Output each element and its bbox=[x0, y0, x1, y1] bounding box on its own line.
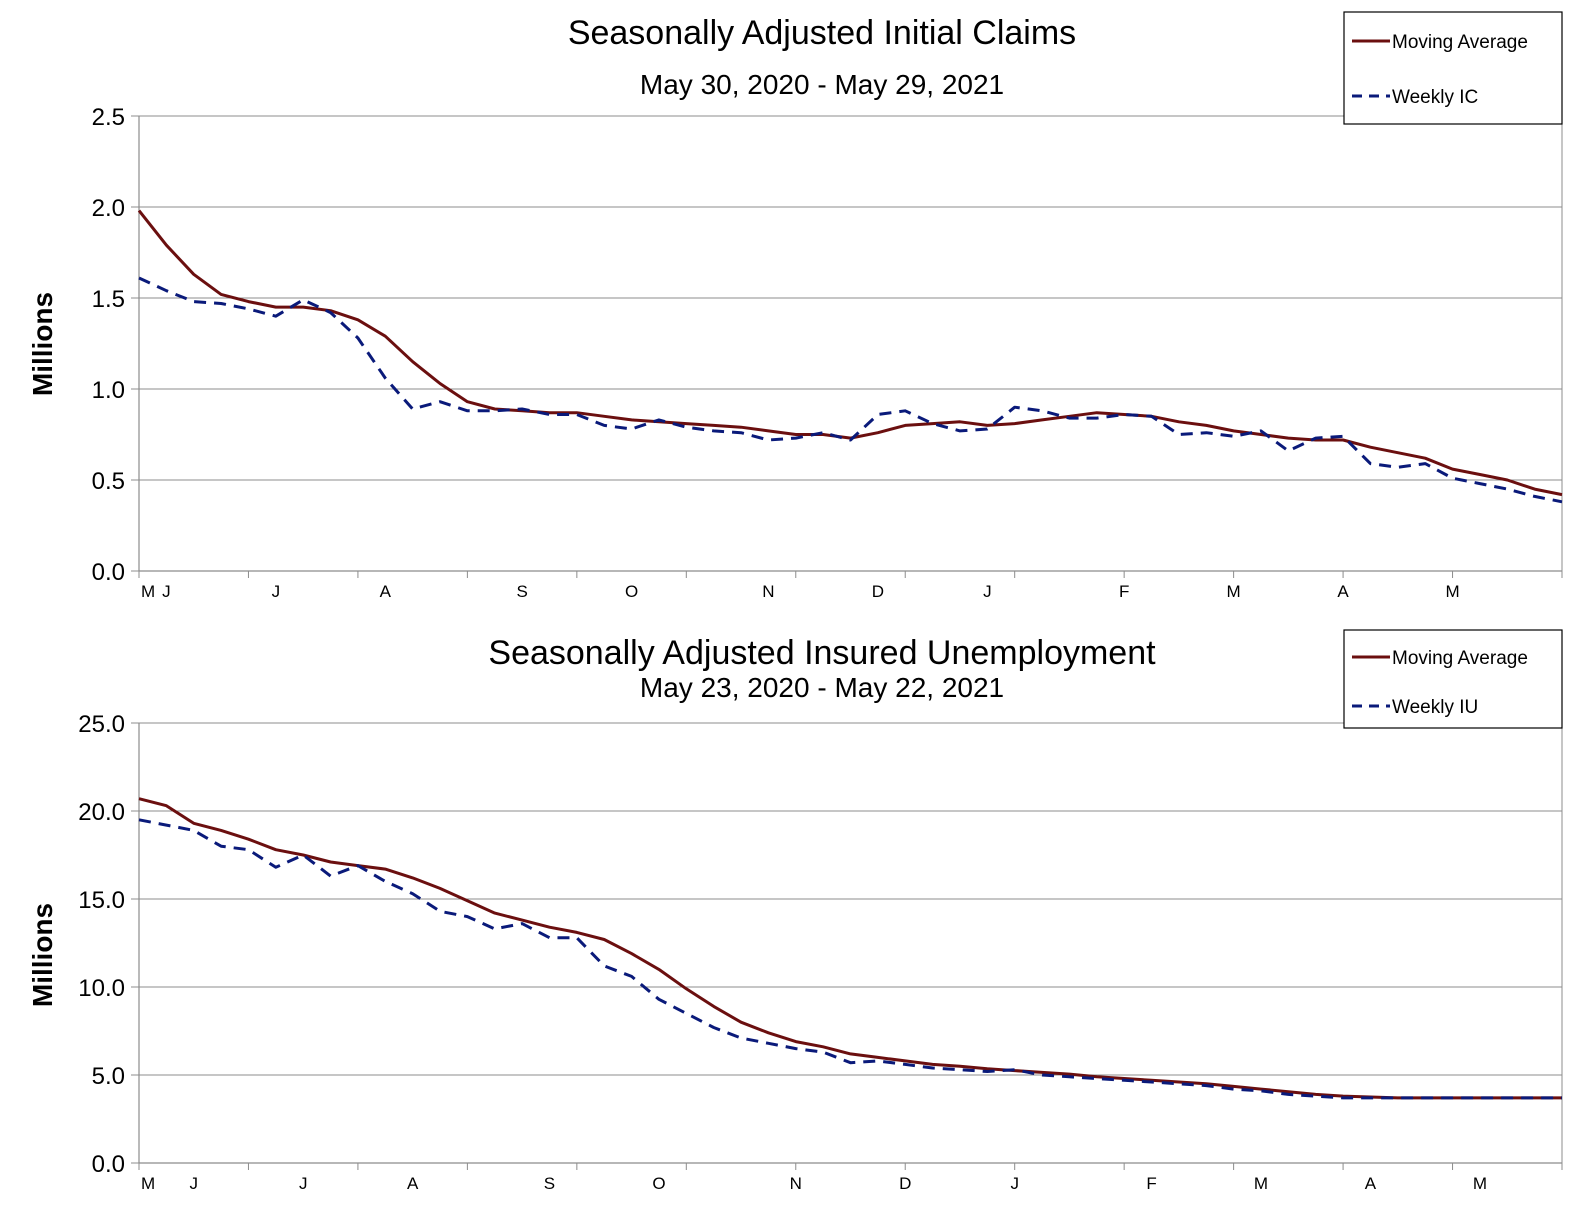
y-tick-label: 5.0 bbox=[92, 1063, 125, 1090]
series-line-weekly bbox=[138, 276, 1563, 504]
chart-title: Seasonally Adjusted Insured Unemployment bbox=[488, 634, 1156, 672]
x-tick-label: D bbox=[899, 1174, 911, 1193]
series-lines bbox=[137, 209, 1563, 504]
legend-box bbox=[1343, 629, 1563, 729]
x-tick-label: N bbox=[790, 1174, 802, 1193]
chart-subtitle: May 23, 2020 - May 22, 2021 bbox=[640, 672, 1004, 703]
y-tick-label: 15.0 bbox=[78, 887, 125, 914]
x-tick-label: O bbox=[652, 1174, 665, 1193]
x-tick-label: F bbox=[1146, 1174, 1156, 1193]
x-tick-label: S bbox=[516, 582, 527, 601]
x-tick-label: M bbox=[141, 1174, 155, 1193]
x-tick-label: M bbox=[141, 582, 155, 601]
legend-label-moving-average: Moving Average bbox=[1392, 648, 1528, 669]
legend: Moving Average Weekly IU bbox=[1343, 629, 1563, 729]
x-tick-label: M bbox=[1227, 582, 1241, 601]
legend: Moving Average Weekly IC bbox=[1343, 11, 1563, 125]
y-axis-label: Millions bbox=[27, 903, 58, 1007]
y-tick-label: 2.0 bbox=[92, 195, 125, 222]
legend-label-moving-average: Moving Average bbox=[1392, 32, 1528, 53]
x-tick-label: M bbox=[1445, 582, 1459, 601]
x-tick-label: J bbox=[272, 582, 281, 601]
y-tick-label: 10.0 bbox=[78, 975, 125, 1002]
chart-subtitle: May 30, 2020 - May 29, 2021 bbox=[640, 69, 1004, 100]
x-tick-label: A bbox=[1365, 1174, 1377, 1193]
y-axis-label: Millions bbox=[27, 292, 58, 396]
series-line-weekly bbox=[138, 818, 1562, 1100]
x-tick-label: F bbox=[1119, 582, 1129, 601]
x-tick-label: A bbox=[380, 582, 392, 601]
x-tick-label: J bbox=[1010, 1174, 1019, 1193]
x-tick-label: J bbox=[189, 1174, 198, 1193]
y-tick-label: 1.5 bbox=[92, 286, 125, 313]
y-tick-label: 25.0 bbox=[78, 711, 125, 738]
series-line-moving-average bbox=[138, 797, 1562, 1100]
series-line-moving-average bbox=[137, 209, 1563, 497]
x-tick-label: A bbox=[407, 1174, 419, 1193]
x-tick-label: M bbox=[1473, 1174, 1487, 1193]
y-axis-ticks: 0.0 0.5 1.0 1.5 2.0 2.5 bbox=[92, 104, 139, 586]
grid bbox=[138, 115, 1563, 572]
x-tick-label: N bbox=[762, 582, 774, 601]
x-tick-label: J bbox=[983, 582, 992, 601]
legend-label-weekly-iu: Weekly IU bbox=[1392, 697, 1478, 718]
y-tick-label: 1.0 bbox=[92, 377, 125, 404]
x-tick-label: D bbox=[872, 582, 884, 601]
y-tick-label: 2.5 bbox=[92, 104, 125, 131]
chart-title: Seasonally Adjusted Initial Claims bbox=[568, 14, 1076, 52]
x-tick-label: A bbox=[1337, 582, 1349, 601]
y-tick-label: 20.0 bbox=[78, 799, 125, 826]
chart-initial-claims: Seasonally Adjusted Initial Claims May 3… bbox=[27, 11, 1563, 601]
x-tick-label: S bbox=[544, 1174, 555, 1193]
series-lines bbox=[138, 797, 1562, 1100]
x-tick-label: J bbox=[299, 1174, 308, 1193]
x-tick-label: M bbox=[1254, 1174, 1268, 1193]
chart-insured-unemployment: Seasonally Adjusted Insured Unemployment… bbox=[27, 629, 1563, 1193]
y-tick-label: 0.5 bbox=[92, 468, 125, 495]
legend-label-weekly-ic: Weekly IC bbox=[1392, 87, 1478, 108]
x-tick-label: J bbox=[162, 582, 171, 601]
y-tick-label: 0.0 bbox=[92, 559, 125, 586]
legend-box bbox=[1343, 11, 1563, 125]
grid bbox=[138, 722, 1563, 1164]
x-tick-label: O bbox=[625, 582, 638, 601]
y-axis-ticks: 0.0 5.0 10.0 15.0 20.0 25.0 bbox=[78, 711, 139, 1178]
y-tick-label: 0.0 bbox=[92, 1151, 125, 1178]
